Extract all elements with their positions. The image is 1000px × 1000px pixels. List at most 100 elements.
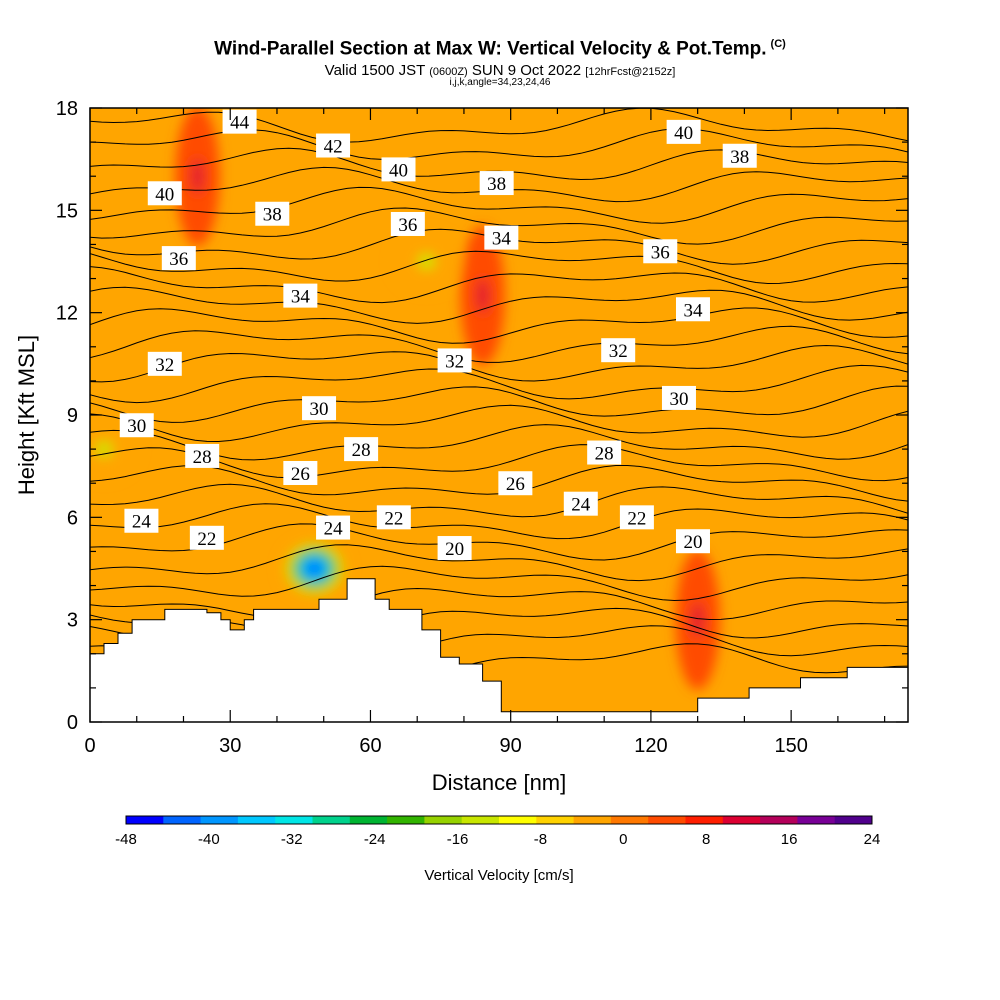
theta-label-text: 36: [169, 249, 188, 270]
theta-contour-label: 30: [302, 396, 337, 421]
theta-label-text: 26: [291, 464, 310, 485]
theta-contour-labels: 44 42 40 40 38 40 38 38 36 34 36 36 34 34 32 32 32 30 30 30…: [119, 109, 757, 561]
theta-label-text: 28: [352, 440, 371, 461]
theta-contour-label: 36: [161, 246, 196, 270]
colorbar-swatch: [126, 816, 164, 824]
y-tick-label: 12: [56, 303, 78, 325]
valid-time: Valid 1500 JST: [324, 62, 426, 79]
theta-contour-line: [90, 286, 908, 324]
theta-label-box: [563, 491, 598, 516]
theta-label-text: 34: [291, 287, 311, 308]
theta-label-box: [255, 201, 290, 226]
theta-contour-label: 24: [124, 508, 159, 533]
copyright-mark: (C): [770, 38, 786, 50]
theta-contour-label: 32: [601, 338, 636, 363]
theta-contour-label: 28: [344, 437, 379, 462]
theta-contour-label: 38: [722, 143, 757, 168]
theta-label-box: [437, 536, 472, 561]
theta-contour-label: 30: [661, 385, 696, 410]
theta-label-box: [484, 225, 519, 250]
theta-contour-line: [90, 385, 908, 423]
colorbar-swatch: [163, 816, 202, 824]
y-tick-label: 15: [56, 200, 78, 222]
theta-contour-label: 20: [675, 529, 710, 554]
theta-contour-label: 40: [666, 119, 701, 144]
theta-label-text: 24: [324, 519, 344, 540]
chart-subtitle: Valid 1500 JST (0600Z) SUN 9 Oct 2022 [1…: [0, 62, 1000, 79]
chart-title-text: Wind-Parallel Section at Max W: Vertical…: [214, 38, 767, 60]
y-tick-label: 3: [67, 610, 78, 632]
colorbar-frame: [125, 815, 873, 825]
theta-label-text: 38: [487, 174, 506, 195]
theta-contour-label: 36: [643, 239, 678, 264]
theta-label-text: 20: [683, 532, 702, 553]
x-tick-label: 150: [774, 735, 807, 757]
colorbar-tick-label: -16: [447, 831, 469, 848]
colorbar-swatch: [573, 816, 612, 824]
theta-label-box: [722, 143, 757, 168]
theta-label-box: [185, 443, 220, 468]
colorbar-tick-label: 8: [702, 831, 710, 848]
forecast-info: [12hrFcst@2152z]: [585, 66, 676, 78]
theta-label-box: [316, 515, 351, 540]
theta-contour-label: 28: [587, 440, 622, 465]
theta-label-box: [283, 460, 318, 485]
theta-contour-label: 38: [255, 201, 290, 226]
terrain: [90, 578, 908, 722]
theta-contour-line: [90, 565, 908, 602]
theta-contour-line: [90, 207, 908, 245]
colorbar-swatch: [648, 816, 686, 824]
theta-contour-label: 32: [147, 351, 182, 376]
colorbar-tick-label: -8: [534, 831, 547, 848]
colorbar-swatch: [275, 816, 313, 824]
w-feature: [477, 278, 489, 314]
theta-label-box: [147, 181, 182, 206]
theta-contour-label: 34: [484, 225, 519, 250]
theta-label-box: [119, 413, 154, 438]
theta-contour-label: 40: [381, 157, 416, 182]
theta-contour-label: 34: [675, 297, 710, 322]
theta-contour-label: 28: [185, 443, 220, 468]
y-tick-label: 0: [67, 712, 78, 734]
theta-contour-line: [90, 544, 908, 582]
theta-label-box: [437, 348, 472, 373]
theta-label-text: 28: [595, 444, 614, 465]
theta-label-text: 30: [669, 389, 688, 410]
chart-title: Wind-Parallel Section at Max W: Vertical…: [0, 38, 1000, 60]
theta-contour-label: 34: [283, 283, 318, 308]
theta-contour-label: 22: [376, 505, 411, 530]
theta-contour-label: 24: [563, 491, 598, 516]
theta-contour-label: 38: [479, 171, 514, 196]
w-feature: [192, 158, 204, 194]
colorbar-swatch: [200, 816, 239, 824]
theta-contour-line: [90, 503, 908, 540]
y-tick-label: 9: [67, 405, 78, 427]
theta-label-box: [124, 508, 159, 533]
x-tick-label: 60: [359, 735, 381, 757]
theta-label-text: 36: [398, 215, 417, 236]
colorbar-tick-label: 24: [864, 831, 881, 848]
colorbar-swatch: [461, 816, 500, 824]
theta-contour-line: [90, 424, 908, 461]
theta-label-box: [675, 529, 710, 554]
colorbar-swatch: [536, 816, 575, 824]
theta-label-text: 22: [197, 529, 216, 550]
colorbar-tick-label: 16: [781, 831, 798, 848]
colorbar-swatch: [610, 816, 649, 824]
colorbar-tick-label: -32: [281, 831, 303, 848]
x-tick-label: 0: [84, 735, 95, 757]
w-feature: [418, 254, 436, 269]
theta-contour-line: [90, 587, 908, 621]
theta-label-text: 38: [730, 147, 749, 168]
theta-contour-label: 30: [119, 413, 154, 438]
y-axis-label: Height [Kft MSL]: [14, 335, 39, 495]
theta-label-text: 28: [193, 447, 212, 468]
theta-label-text: 40: [155, 184, 174, 205]
theta-contour-label: 26: [283, 460, 318, 485]
x-tick-label: 90: [500, 735, 522, 757]
theta-contour-line: [90, 266, 908, 304]
x-axis-label: Distance [nm]: [432, 770, 567, 795]
theta-contour-line: [90, 344, 908, 383]
theta-label-box: [302, 396, 337, 421]
